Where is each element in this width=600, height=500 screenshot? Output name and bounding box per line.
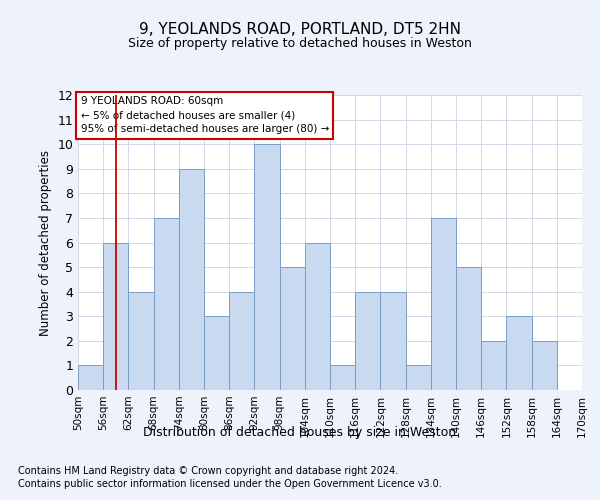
Text: Size of property relative to detached houses in Weston: Size of property relative to detached ho…	[128, 38, 472, 51]
Bar	[128, 292, 154, 390]
Bar	[154, 218, 179, 390]
Y-axis label: Number of detached properties: Number of detached properties	[39, 150, 52, 336]
Text: 9 YEOLANDS ROAD: 60sqm
← 5% of detached houses are smaller (4)
95% of semi-detac: 9 YEOLANDS ROAD: 60sqm ← 5% of detached …	[80, 96, 329, 134]
Bar	[280, 267, 305, 390]
Bar	[380, 292, 406, 390]
Text: Contains HM Land Registry data © Crown copyright and database right 2024.: Contains HM Land Registry data © Crown c…	[18, 466, 398, 476]
Bar	[481, 341, 506, 390]
Bar	[406, 366, 431, 390]
Bar	[431, 218, 456, 390]
Bar	[456, 267, 481, 390]
Bar	[355, 292, 380, 390]
Bar	[179, 169, 204, 390]
Bar	[78, 366, 103, 390]
Text: 9, YEOLANDS ROAD, PORTLAND, DT5 2HN: 9, YEOLANDS ROAD, PORTLAND, DT5 2HN	[139, 22, 461, 36]
Bar	[229, 292, 254, 390]
Bar	[532, 341, 557, 390]
Bar	[506, 316, 532, 390]
Bar	[103, 242, 128, 390]
Bar	[254, 144, 280, 390]
Bar	[305, 242, 330, 390]
Bar	[204, 316, 229, 390]
Bar	[330, 366, 355, 390]
Text: Contains public sector information licensed under the Open Government Licence v3: Contains public sector information licen…	[18, 479, 442, 489]
Text: Distribution of detached houses by size in Weston: Distribution of detached houses by size …	[143, 426, 457, 439]
